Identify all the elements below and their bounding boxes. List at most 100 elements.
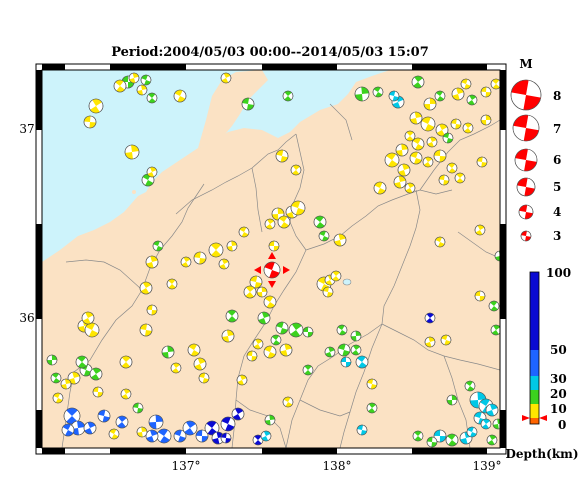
earthquake-marker <box>275 321 289 335</box>
earthquake-marker <box>52 392 64 404</box>
depth-color-bar <box>522 271 547 425</box>
earthquake-marker <box>166 278 178 290</box>
mainshock-marker <box>254 252 290 288</box>
earthquake-marker <box>476 156 488 168</box>
earthquake-marker <box>388 90 400 102</box>
depth-legend-title: Depth(km) <box>505 447 578 461</box>
earthquake-marker <box>480 114 492 126</box>
earthquake-marker <box>113 79 127 93</box>
earthquake-marker <box>60 378 72 390</box>
depth-tick-100: 100 <box>546 266 571 280</box>
earthquake-marker <box>433 149 447 163</box>
earthquake-marker <box>75 355 89 369</box>
mag-label-7: 7 <box>553 122 561 136</box>
earthquake-marker <box>249 275 263 289</box>
earthquake-marker <box>220 432 232 444</box>
magnitude-legend-symbol <box>514 148 538 172</box>
magnitude-legend-symbol <box>512 114 540 142</box>
earthquake-marker <box>336 324 348 336</box>
earthquake-marker <box>146 166 158 178</box>
mainshock-beachball <box>263 261 281 279</box>
earthquake-marker <box>411 137 425 151</box>
earthquake-marker <box>108 428 120 440</box>
earthquake-marker <box>288 322 304 338</box>
earthquake-marker <box>355 355 369 369</box>
depth-tick-20: 20 <box>550 387 567 401</box>
earthquake-marker <box>226 240 238 252</box>
earthquake-marker <box>208 242 224 258</box>
earthquake-marker <box>393 175 407 189</box>
earthquake-marker <box>395 143 409 157</box>
map-frame <box>35 63 507 455</box>
earthquake-marker <box>256 286 268 298</box>
earthquake-marker <box>195 429 209 443</box>
earthquake-marker <box>423 97 437 111</box>
earthquake-marker <box>474 290 486 302</box>
magnitude-legend-title: M <box>519 57 532 71</box>
mag-label-3: 3 <box>553 229 561 243</box>
earthquake-marker <box>268 240 280 252</box>
earthquake-marker <box>115 415 129 429</box>
depth-tick-30: 30 <box>550 372 567 386</box>
map-title: Period:2004/05/03 00:00--2014/05/03 15:0… <box>111 45 429 60</box>
earthquake-marker <box>173 429 187 443</box>
map-area <box>42 70 500 448</box>
lat-label-36: 36° <box>19 311 40 325</box>
depth-tick-0: 0 <box>558 418 566 432</box>
earthquake-marker <box>50 372 62 384</box>
earthquake-marker <box>218 258 230 270</box>
earthquake-marker <box>119 355 133 369</box>
earthquake-marker <box>474 224 486 236</box>
earthquake-marker <box>473 411 487 425</box>
magnitude-legend-symbol <box>510 79 542 111</box>
earthquake-marker <box>422 156 434 168</box>
earthquake-marker <box>480 86 492 98</box>
earthquake-marker <box>84 322 100 338</box>
earthquake-marker <box>83 115 97 129</box>
lon-label-137: 137° <box>172 459 201 473</box>
earthquake-marker <box>290 164 302 176</box>
earthquake-marker <box>451 87 465 101</box>
earthquake-marker <box>257 311 271 325</box>
earthquake-marker <box>442 132 454 144</box>
mag-label-5: 5 <box>553 180 561 194</box>
earthquake-marker <box>420 116 436 132</box>
magnitude-legend-symbol <box>518 204 534 220</box>
mag-label-6: 6 <box>553 153 561 167</box>
earthquake-marker <box>333 233 347 247</box>
earthquake-marker <box>438 174 450 186</box>
earthquake-marker <box>426 136 438 148</box>
earthquake-marker <box>146 304 158 316</box>
earthquake-marker <box>146 92 158 104</box>
lon-label-138: 138° <box>323 459 352 473</box>
earthquake-marker <box>424 336 436 348</box>
earthquake-marker <box>490 78 500 90</box>
earthquake-marker <box>282 396 294 408</box>
earthquake-marker <box>156 428 172 444</box>
earthquake-marker <box>92 386 104 398</box>
magnitude-legend-symbol <box>520 230 532 242</box>
earthquake-marker <box>337 343 351 357</box>
earthquake-marker <box>486 434 498 446</box>
lat-label-37: 37° <box>19 122 40 136</box>
earthquake-marker <box>424 312 436 324</box>
earthquake-marker <box>89 367 103 381</box>
earthquake-marker <box>124 144 140 160</box>
earthquake-marker <box>220 416 236 432</box>
earthquake-marker <box>433 429 447 443</box>
earthquake-marker <box>120 388 132 400</box>
earthquake-marker <box>252 338 264 350</box>
earthquake-marker <box>236 374 248 386</box>
earthquake-marker <box>404 182 416 194</box>
earthquake-marker <box>480 418 492 430</box>
earthquake-marker <box>225 309 239 323</box>
earthquake-marker <box>46 354 58 366</box>
earthquake-marker <box>412 430 424 442</box>
earthquake-marker <box>404 130 416 142</box>
earthquake-marker <box>220 72 232 84</box>
magnitude-legend: M 8 7 6 5 4 3 <box>510 57 561 243</box>
earthquake-marker <box>434 236 446 248</box>
earthquake-marker <box>180 256 192 268</box>
earthquake-marker <box>61 423 75 437</box>
earthquake-marker <box>128 72 140 84</box>
